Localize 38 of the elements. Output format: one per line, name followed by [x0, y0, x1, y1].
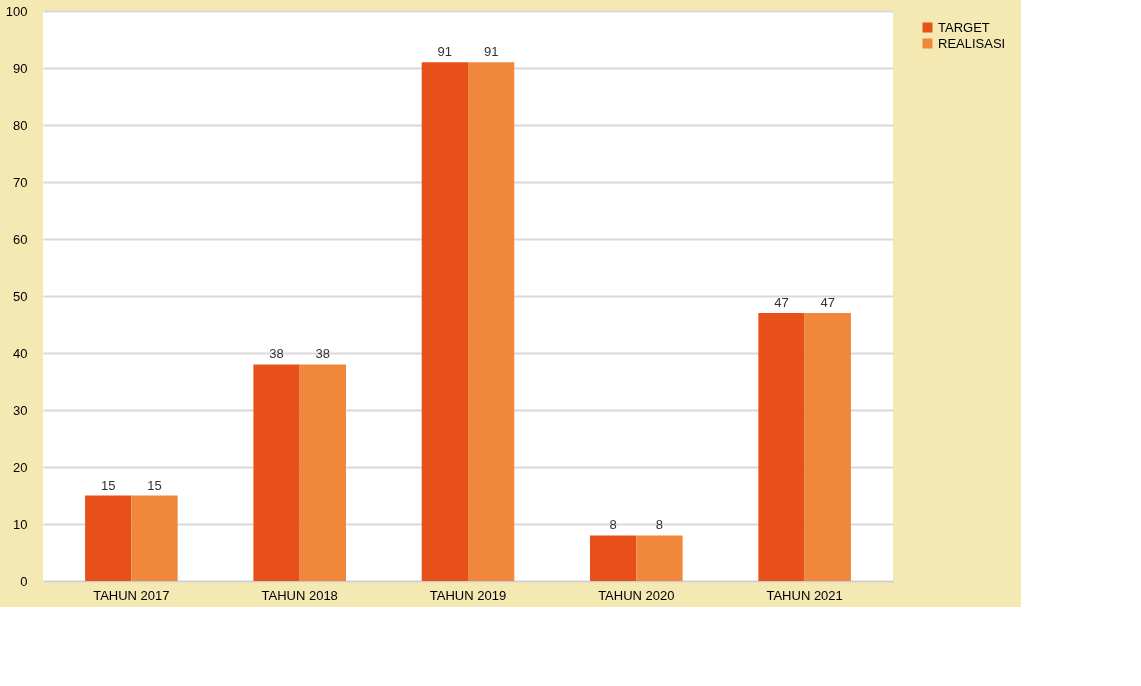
y-tick-label: 90: [13, 60, 28, 76]
bar: [253, 364, 300, 581]
y-tick-label: 10: [13, 516, 28, 532]
data-label: 38: [269, 346, 284, 362]
data-label: 91: [437, 44, 453, 60]
data-label: 15: [147, 477, 162, 493]
bar: [85, 495, 132, 581]
x-tick-label: TAHUN 2021: [766, 587, 843, 603]
y-tick-label: 20: [13, 459, 28, 475]
x-tick-label: TAHUN 2020: [598, 587, 675, 603]
data-label: 8: [655, 517, 664, 533]
x-tick-label: TAHUN 2017: [93, 587, 170, 603]
y-tick-label: 100: [5, 3, 28, 19]
x-tick-label: TAHUN 2018: [261, 587, 338, 603]
y-tick-label: 30: [13, 402, 28, 418]
y-tick-label: 0: [20, 573, 28, 589]
y-tick-label: 50: [13, 288, 28, 304]
bar: [804, 313, 851, 581]
data-label: 38: [315, 346, 331, 362]
bar: [299, 364, 346, 581]
bar: [131, 495, 178, 581]
bar: [468, 62, 515, 581]
data-label: 47: [774, 295, 789, 311]
bar: [421, 62, 468, 581]
y-tick-label: 60: [13, 231, 28, 247]
y-tick-label: 70: [13, 174, 28, 190]
bar: [590, 535, 637, 581]
bar: [758, 313, 805, 581]
data-label: 47: [820, 295, 836, 311]
data-label: 8: [609, 517, 617, 533]
legend-label: TARGET: [938, 19, 990, 35]
y-tick-label: 80: [13, 117, 28, 133]
y-tick-label: 40: [13, 345, 28, 361]
data-label: 15: [100, 477, 116, 493]
bar: [636, 535, 683, 581]
x-tick-label: TAHUN 2019: [429, 587, 507, 603]
legend-label: REALISASI: [938, 35, 1006, 51]
data-label: 91: [483, 44, 499, 60]
